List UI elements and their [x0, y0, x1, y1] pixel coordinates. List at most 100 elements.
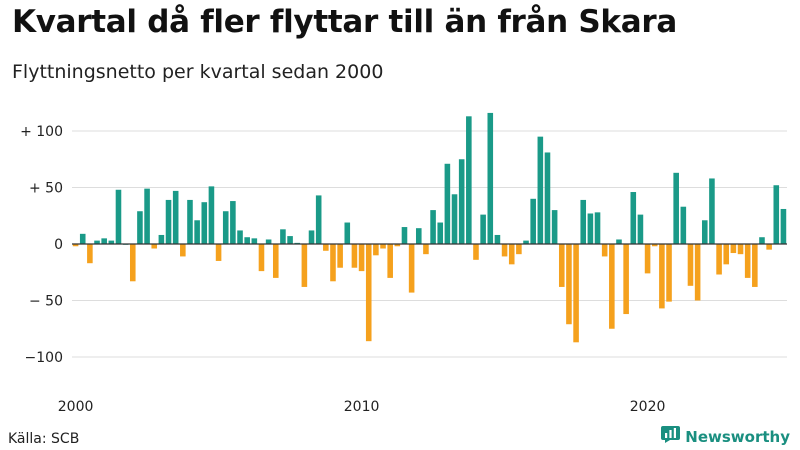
bar: 2021K1: 63 — [673, 172, 679, 244]
bar: 2002K3: 49 — [144, 188, 150, 244]
bar: 2008K2: 12 — [308, 230, 315, 244]
y-tick-label: −100 — [25, 350, 63, 366]
bar: 2015K1: -11 — [501, 244, 508, 257]
bar: 2010K4: -4 — [380, 244, 386, 249]
bar: 2017K2: -71 — [566, 244, 572, 325]
bar: 2019K2: -62 — [623, 244, 629, 315]
bar: 2023K1: -8 — [730, 244, 737, 254]
bar: 2015K4: 3 — [523, 240, 529, 244]
bar: 2001K2: 3 — [108, 240, 115, 244]
bar: 2017K1: -38 — [558, 244, 565, 287]
bar: 2011K2: -2 — [394, 244, 401, 247]
bar: 2004K1: 39 — [187, 199, 193, 244]
bar: 2023K2: -9 — [737, 244, 744, 255]
bar: 2008K4: -6 — [323, 244, 329, 251]
brand-name: Newsworthy — [685, 427, 790, 446]
bar: 2005K2: 29 — [222, 211, 229, 244]
bar: 2012K1: 14 — [415, 228, 422, 244]
bar: 2001K1: 5 — [101, 238, 107, 244]
bar: 2003K3: 47 — [172, 190, 179, 244]
bar: 2011K4: -43 — [408, 244, 415, 293]
bar: 2020K3: -57 — [659, 244, 665, 309]
bar-chart: 2000K1: -22000K2: 92000K3: -172000K4: 32… — [20, 112, 787, 415]
bar: 2022K2: 58 — [709, 178, 715, 244]
bar: 2011K3: 15 — [401, 227, 408, 244]
bar: 2019K1: 4 — [616, 239, 622, 244]
bar: 2006K1: 6 — [244, 237, 250, 244]
bar: 2009K4: -21 — [351, 244, 358, 268]
bar: 2006K2: 5 — [251, 238, 258, 244]
bar: 2004K4: 51 — [208, 186, 215, 244]
bar: 2018K4: -75 — [609, 244, 615, 329]
bar: 2003K1: 8 — [158, 234, 165, 244]
bar: 2015K3: -9 — [516, 244, 522, 255]
bar: 2013K1: 71 — [444, 163, 451, 244]
bar: 2020K4: -51 — [666, 244, 672, 302]
bar: 2016K1: 40 — [530, 198, 536, 244]
bar: 2013K4: 113 — [466, 116, 472, 244]
bars: 2000K1: -22000K2: 92000K3: -172000K4: 32… — [72, 112, 787, 343]
bar: 2018K1: 27 — [587, 213, 594, 244]
bar: 2002K4: -4 — [151, 244, 158, 249]
bar: 2022K1: 21 — [701, 220, 708, 244]
bar: 2014K4: 8 — [494, 234, 501, 244]
chart-subtitle: Flyttningsnetto per kvartal sedan 2000 — [12, 61, 384, 83]
bar: 2012K3: 30 — [430, 210, 436, 244]
bar: 2012K4: 19 — [437, 222, 444, 244]
y-tick-label: + 100 — [20, 124, 63, 140]
bar: 2018K3: -11 — [601, 244, 608, 257]
bar: 2008K1: -38 — [301, 244, 308, 287]
bar: 2005K1: -15 — [215, 244, 222, 261]
bar: 2020K2: -2 — [651, 244, 658, 247]
bar: 2021K3: -37 — [687, 244, 694, 286]
bar: 2001K3: 48 — [115, 189, 122, 244]
bar: 2021K2: 33 — [680, 206, 687, 244]
bar: 2005K4: 12 — [237, 230, 243, 244]
bar: 2004K2: 21 — [194, 220, 200, 244]
bar: 2009K3: 19 — [344, 222, 351, 244]
brand-logo[interactable]: Newsworthy — [661, 426, 790, 447]
bar: 2002K2: 29 — [137, 211, 143, 244]
bar: 2014K3: 116 — [487, 112, 494, 244]
bar: 2023K3: -30 — [744, 244, 751, 278]
bar: 2024K4: 31 — [780, 208, 787, 244]
source-note: Källa: SCB — [8, 431, 80, 447]
bar: 2016K3: 81 — [544, 152, 551, 244]
bar: 2014K1: -14 — [473, 244, 479, 260]
y-tick-label: + 50 — [29, 181, 63, 197]
bar: 2000K1: -2 — [72, 244, 79, 247]
bar: 2008K3: 43 — [315, 195, 322, 244]
bar: 2006K4: 4 — [265, 239, 272, 244]
grid-lines — [72, 130, 787, 358]
bar: 2003K2: 39 — [165, 199, 172, 244]
bar: 2000K4: 3 — [94, 240, 100, 244]
bar: 2021K4: -50 — [694, 244, 701, 301]
bar: 2013K3: 75 — [458, 159, 465, 244]
bar: 2007K2: 13 — [280, 229, 286, 244]
bar: 2020K1: -26 — [644, 244, 651, 274]
bar: 2010K2: -86 — [365, 244, 372, 342]
bar: 2003K4: -11 — [180, 244, 186, 257]
bar: 2011K1: -30 — [387, 244, 393, 278]
bar: 2019K4: 26 — [637, 214, 644, 244]
bar: 2024K1: 6 — [759, 237, 765, 244]
bar: 2017K4: 39 — [580, 199, 587, 244]
bar: 2018K2: 28 — [594, 212, 601, 244]
bar: 2000K3: -17 — [87, 244, 93, 264]
y-tick-label: 0 — [54, 237, 63, 253]
bar: 2016K4: 30 — [551, 210, 558, 244]
y-tick-label: − 50 — [29, 294, 63, 310]
bar-chart-logo-icon — [661, 426, 681, 447]
bar: 2015K2: -18 — [508, 244, 515, 265]
bar: 2016K2: 95 — [537, 136, 544, 244]
bar: 2023K4: -38 — [752, 244, 758, 287]
bar: 2010K3: -10 — [373, 244, 379, 256]
bar: 2009K2: -21 — [337, 244, 343, 268]
bar: 2004K3: 37 — [201, 202, 208, 244]
bar: 2010K1: -24 — [358, 244, 365, 272]
bar: 2005K3: 38 — [230, 201, 236, 244]
bar: 2013K2: 44 — [451, 194, 458, 244]
bar: 2007K1: -30 — [272, 244, 279, 278]
bar: 2009K1: -33 — [330, 244, 336, 282]
bar: 2019K3: 46 — [630, 192, 637, 244]
